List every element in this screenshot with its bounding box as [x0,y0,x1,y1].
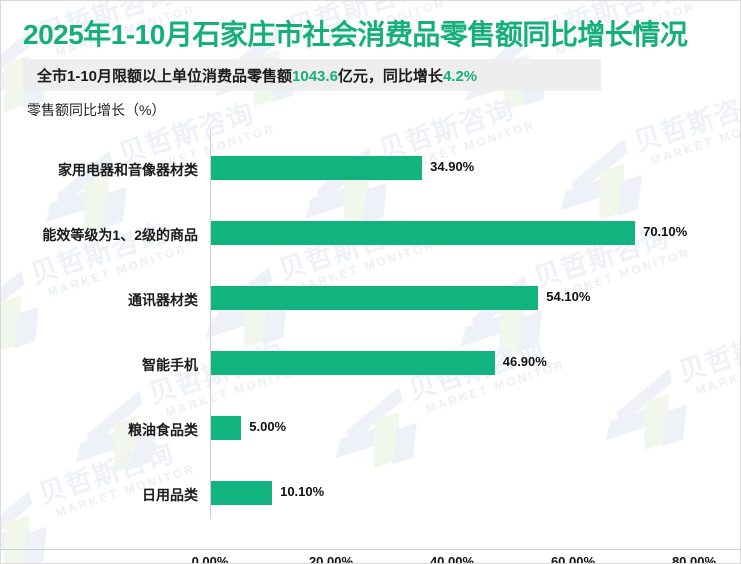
bar [211,221,636,245]
category-label: 智能手机 [142,357,198,373]
category-label: 通讯器材类 [128,292,198,308]
subtitle-middle: 亿元，同比增长 [337,68,443,85]
subtitle-growth-value: 4.2% [442,68,478,85]
bar [211,416,242,440]
subtitle-text: 全市1-10月限额以上单位消费品零售额1043.6亿元，同比增长4.2% [37,65,477,86]
axis-title: 零售额同比增长（%） [27,102,166,118]
x-axis-ticks: 0.00% 20.00% 40.00% 60.00% 80.00% [1,554,740,564]
bar [211,156,423,180]
category-label: 能效等级为1、2级的商品 [42,227,198,243]
bar [211,351,495,375]
bar-row: 能效等级为1、2级的商品 70.10% [1,212,740,277]
category-label: 粮油食品类 [128,422,198,438]
bar-value-label: 54.10% [546,289,591,304]
plot-bottom-rule [1,549,740,550]
x-tick-label: 80.00% [671,554,717,564]
bar-value-label: 34.90% [430,159,475,174]
bar-value-label: 10.10% [280,484,325,499]
subtitle-prefix: 全市1-10月限额以上单位消费品零售额 [37,68,293,85]
x-tick-label: 40.00% [429,554,475,564]
category-label: 日用品类 [142,487,198,503]
bar-value-label: 70.10% [643,224,688,239]
subtitle-retail-value: 1043.6 [292,68,338,85]
plot-area: 家用电器和音像器材类 34.90% 能效等级为1、2级的商品 70.10% 通讯器材类 5… [1,129,740,564]
x-tick-label: 60.00% [550,554,596,564]
bar-row: 粮油食品类 5.00% [1,407,740,472]
bar-value-label: 5.00% [249,419,287,434]
bar-value-label: 46.90% [502,354,547,369]
bar-row: 家用电器和音像器材类 34.90% [1,147,740,212]
bar [211,286,539,310]
chart-title: 2025年1-10月石家庄市社会消费品零售额同比增长情况 [23,19,688,50]
bar-row: 日用品类 10.10% [1,472,740,537]
bar-row: 智能手机 46.90% [1,342,740,407]
bar-row: 通讯器材类 54.10% [1,277,740,342]
category-label: 家用电器和音像器材类 [58,162,198,178]
bar [211,481,273,505]
x-tick-label: 0.00% [191,554,229,564]
x-tick-label: 20.00% [308,554,354,564]
